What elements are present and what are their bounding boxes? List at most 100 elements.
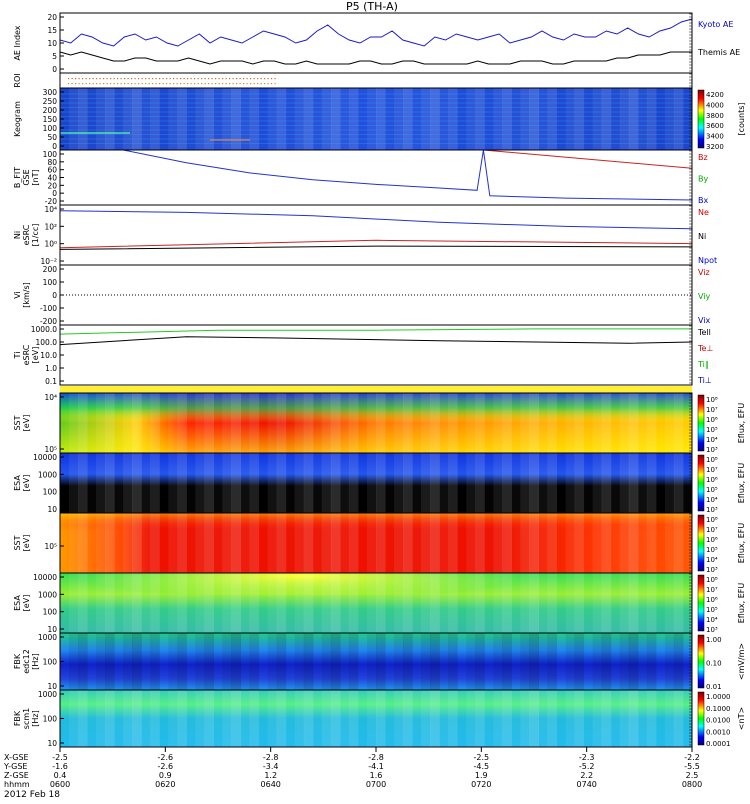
x-tick-label-z: 0.4 xyxy=(54,771,67,780)
x-tick-label-y: -4.5 xyxy=(473,762,489,771)
roi-dot xyxy=(120,78,122,80)
panel-vi: 200 100 0 -100 -200 Vi[km/s] Viz Viy Vix xyxy=(13,264,711,326)
y-tick-label: 10⁴ xyxy=(44,393,57,402)
roi-dot xyxy=(166,78,168,80)
y-tick-label: 100 xyxy=(43,278,58,287)
roi-dot xyxy=(82,78,84,80)
spectro-texture xyxy=(249,453,260,513)
x-tick-label-z: 1.6 xyxy=(370,771,383,780)
spectro-texture xyxy=(493,690,503,747)
roi-dot xyxy=(267,83,269,85)
spectro-texture xyxy=(430,513,440,573)
colorbar-tick-label: 1.00 xyxy=(706,636,722,644)
spectro-texture xyxy=(186,393,196,453)
spectro-texture xyxy=(123,573,133,633)
colorbar-tick-label: 0.0001 xyxy=(706,740,731,748)
spectro-texture xyxy=(168,573,178,633)
roi-dot xyxy=(148,78,150,80)
spectro-texture xyxy=(313,633,323,690)
spectro-texture xyxy=(475,690,485,747)
spectro-texture xyxy=(448,690,458,747)
spectro-texture xyxy=(96,573,106,633)
roi-dot xyxy=(257,78,259,80)
y-axis-label: Vi[km/s] xyxy=(13,282,31,308)
y-axis-label: NieSRC[1/cc] xyxy=(13,224,40,247)
y-axis-label: FBKscm1[Hz] xyxy=(13,708,40,729)
spectro-texture xyxy=(601,453,612,513)
spectro-texture xyxy=(394,633,404,690)
spectro-texture xyxy=(403,633,413,690)
roi-dot xyxy=(92,78,94,80)
spectro-texture xyxy=(394,88,404,150)
spectro-texture xyxy=(565,513,576,573)
spectro-texture xyxy=(195,88,205,150)
spectro-texture xyxy=(267,573,278,633)
roi-dot xyxy=(173,78,175,80)
y-tick-label: 250 xyxy=(43,97,58,106)
spectro-texture xyxy=(592,453,603,513)
x-tick-label-z: 1.2 xyxy=(264,771,277,780)
y-tick-label: 5 xyxy=(52,52,57,61)
spectro-texture xyxy=(132,453,142,513)
spectro-texture xyxy=(664,690,675,747)
x-tick-label-y: -1.6 xyxy=(52,762,68,771)
spectro-texture xyxy=(78,573,88,633)
spectro-texture xyxy=(484,690,494,747)
colorbar-tick-label: 0.01 xyxy=(706,683,722,691)
roi-dot xyxy=(183,83,185,85)
spectro-texture xyxy=(592,88,603,150)
roi-dot xyxy=(145,83,147,85)
roi-dot xyxy=(82,83,84,85)
roi-dot xyxy=(103,83,105,85)
colorbar-tick-label: 4200 xyxy=(706,91,724,99)
spectro-texture xyxy=(538,88,548,150)
colorbar-fbk1 xyxy=(697,634,705,689)
spectro-texture xyxy=(105,633,115,690)
spectro-texture xyxy=(313,573,323,633)
spectro-texture xyxy=(150,88,160,150)
panel-ni: 10⁴ 10² 10⁰ 10⁻² NieSRC[1/cc] Ne Ni Npot xyxy=(13,204,717,266)
roi-dot xyxy=(138,83,140,85)
roi-dot xyxy=(89,83,91,85)
spectro-texture xyxy=(520,393,530,453)
spectro-texture xyxy=(611,88,621,150)
spectro-texture xyxy=(204,690,214,747)
spectro-texture xyxy=(619,88,630,150)
spectro-texture xyxy=(439,573,449,633)
spectro-texture xyxy=(367,393,377,453)
spectro-texture xyxy=(448,513,458,573)
spectro-texture xyxy=(520,573,530,633)
spectro-texture xyxy=(529,88,539,150)
colorbar-tick-label: 10⁸ xyxy=(706,516,718,524)
spectro-texture xyxy=(421,633,431,690)
spectro-texture xyxy=(195,573,205,633)
panel-fbk2: 1000 100 10 FBKscm1[Hz] 1.0000 0.1000 0.0100 0.… xyxy=(13,689,746,748)
roi-dot xyxy=(225,78,227,80)
colorbar-tick-label: 10⁷ xyxy=(706,586,718,594)
spectro-texture xyxy=(177,88,187,150)
spectro-texture xyxy=(231,453,241,513)
roi-dot xyxy=(134,78,136,80)
spectro-texture xyxy=(87,453,97,513)
spectro-texture xyxy=(313,88,323,150)
legend-tell: Tell xyxy=(697,328,711,337)
roi-dot xyxy=(127,83,129,85)
y-tick-label: -200 xyxy=(40,317,57,326)
spectro-texture xyxy=(430,573,440,633)
y-tick-label: 0 xyxy=(52,189,57,198)
spectro-texture xyxy=(673,573,684,633)
panel-ti: 1000.0 100.0 10.0 1.0 0.1 TieSRC[eV] Tell Te⊥ Ti… xyxy=(13,324,713,386)
y-tick-label: -100 xyxy=(40,304,57,313)
roi-dot xyxy=(99,78,101,80)
spectro-texture xyxy=(394,573,404,633)
y-tick-label: 200 xyxy=(43,106,58,115)
spectro-texture xyxy=(601,573,612,633)
roi-dot xyxy=(68,78,70,80)
roi-dot xyxy=(232,78,234,80)
spectro-texture xyxy=(141,453,151,513)
series-bfit-bx xyxy=(123,149,693,201)
colorbar-tick-label: 10⁵ xyxy=(706,486,718,494)
colorbar-fbk2 xyxy=(697,691,705,746)
spectro-texture xyxy=(214,633,224,690)
colorbar-tick-label: 10⁸ xyxy=(706,396,718,404)
